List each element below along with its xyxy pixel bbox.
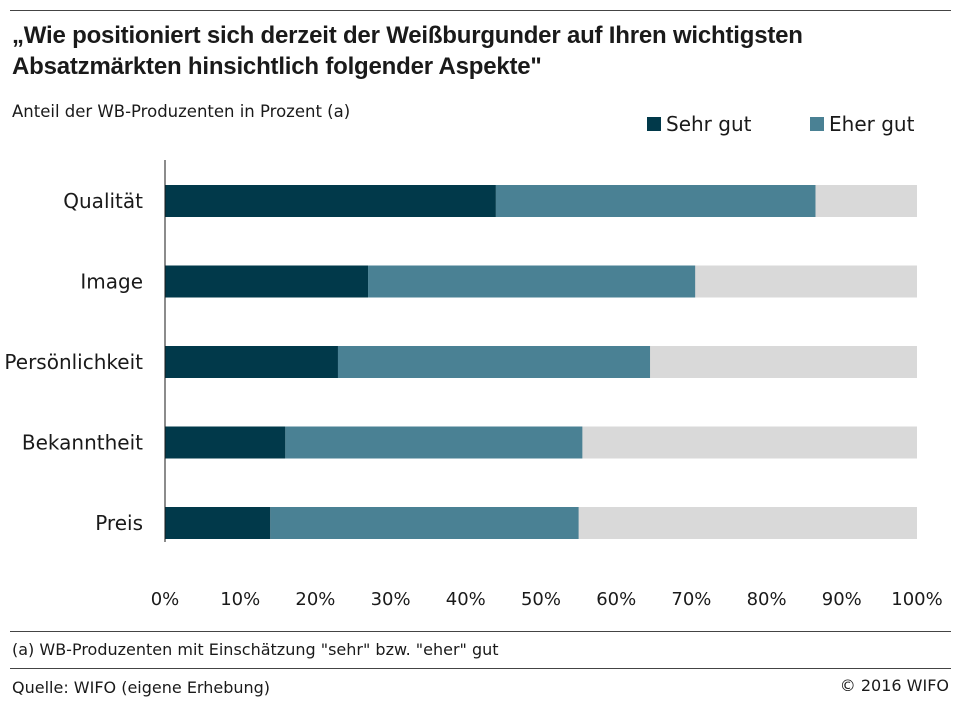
legend-swatch-sehr-gut xyxy=(647,117,661,131)
footnote: (a) WB-Produzenten mit Einschätzung "seh… xyxy=(12,640,499,659)
legend-sehr-gut: Sehr gut xyxy=(647,112,751,136)
x-tick-label: 50% xyxy=(521,589,561,610)
x-tick-label: 80% xyxy=(747,589,787,610)
legend-eher-gut: Eher gut xyxy=(810,112,914,136)
footnote-rule xyxy=(10,631,951,632)
chart-title: „Wie positioniert sich derzeit der Weißb… xyxy=(12,22,803,80)
x-tick-label: 70% xyxy=(671,589,711,610)
x-tick-label: 60% xyxy=(596,589,636,610)
chart-subtitle: Anteil der WB-Produzenten in Prozent (a) xyxy=(12,102,351,121)
bar-eher-gut xyxy=(368,265,696,298)
category-label: Bekanntheit xyxy=(22,431,143,455)
copyright: © 2016 WIFO xyxy=(839,676,949,695)
bar-sehr-gut xyxy=(165,346,338,378)
x-tick-label: 10% xyxy=(220,589,260,610)
top-rule xyxy=(10,10,951,11)
x-tick-label: 100% xyxy=(891,589,942,610)
legend-swatch-eher-gut xyxy=(810,117,824,131)
category-label: Preis xyxy=(95,511,143,535)
category-label: Image xyxy=(80,270,143,294)
legend-label-eher-gut: Eher gut xyxy=(829,112,915,136)
bar-sehr-gut xyxy=(165,507,271,539)
bar-eher-gut xyxy=(495,185,816,217)
x-tick-label: 90% xyxy=(822,589,862,610)
legend-label-sehr-gut: Sehr gut xyxy=(666,112,752,136)
category-label: Qualität xyxy=(63,189,143,213)
source-note: Quelle: WIFO (eigene Erhebung) xyxy=(12,678,271,697)
bar-sehr-gut xyxy=(165,265,369,298)
x-tick-label: 20% xyxy=(295,589,335,610)
x-tick-label: 0% xyxy=(151,589,180,610)
bar-sehr-gut xyxy=(165,185,496,217)
bar-eher-gut xyxy=(285,426,583,459)
bar-eher-gut xyxy=(270,507,579,539)
category-label: Persönlichkeit xyxy=(4,350,143,374)
x-tick-label: 30% xyxy=(371,589,411,610)
source-rule xyxy=(10,668,951,669)
bar-sehr-gut xyxy=(165,426,286,459)
x-tick-label: 40% xyxy=(446,589,486,610)
bar-eher-gut xyxy=(337,346,651,378)
